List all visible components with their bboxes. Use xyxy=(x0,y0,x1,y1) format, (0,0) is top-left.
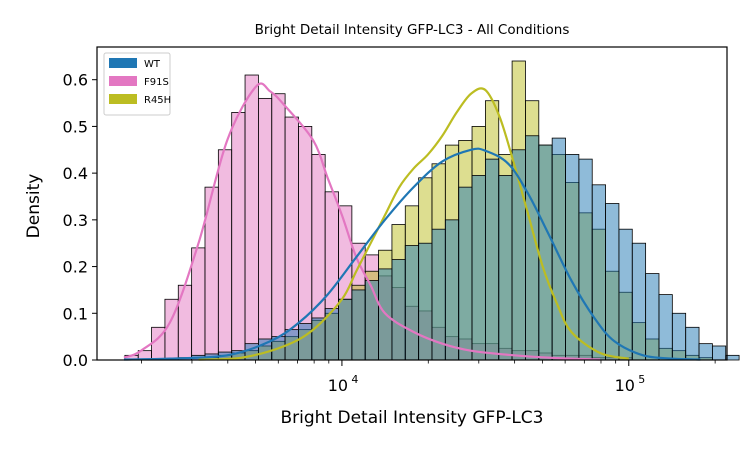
y-tick-label: 0.1 xyxy=(63,304,88,323)
y-tick-label: 0.2 xyxy=(63,258,88,277)
y-tick-label: 0.3 xyxy=(63,211,88,230)
kde-line-f91s xyxy=(123,82,601,361)
bar-wt-36 xyxy=(605,203,620,361)
bar-wt-33 xyxy=(565,154,580,361)
legend-label-f91s: F91S xyxy=(144,77,169,88)
legend-swatch-r45h xyxy=(109,94,137,104)
bar-wt-27 xyxy=(484,158,500,361)
bar-wt-45 xyxy=(725,354,740,361)
histogram-bars xyxy=(124,60,740,361)
bar-wt-18 xyxy=(364,280,379,361)
bar-wt-42 xyxy=(685,326,700,361)
bar-f91s-10 xyxy=(257,97,273,361)
kde-line-r45h xyxy=(198,87,629,361)
x-tick-label-exponent: 4 xyxy=(351,373,358,386)
bar-f91s-7 xyxy=(217,149,233,361)
legend-label-wt: WT xyxy=(144,59,161,70)
bar-wt-13 xyxy=(298,323,313,361)
bar-wt-32 xyxy=(551,137,566,361)
bar-f91s-11 xyxy=(271,93,286,361)
x-tick-label-exponent: 5 xyxy=(638,373,645,386)
bar-wt-38 xyxy=(631,242,647,361)
kde-line-wt xyxy=(123,147,701,361)
legend: WT F91S R45H xyxy=(103,52,171,116)
bar-wt-41 xyxy=(671,312,687,361)
bar-f91s-9 xyxy=(244,74,259,361)
bar-wt-43 xyxy=(698,343,713,361)
y-axis: 0.0 0.1 0.2 0.3 0.4 0.5 0.6 xyxy=(63,71,97,370)
bar-wt-39 xyxy=(645,273,660,361)
y-tick-label: 0.0 xyxy=(63,351,88,370)
bar-wt-44 xyxy=(711,345,727,361)
kde-curves xyxy=(123,82,701,361)
bar-wt-24 xyxy=(444,219,460,361)
bar-wt-22 xyxy=(418,242,433,361)
legend-swatch-wt xyxy=(109,58,137,68)
y-tick-label: 0.4 xyxy=(63,164,88,183)
bar-wt-28 xyxy=(498,175,513,361)
bar-wt-40 xyxy=(658,294,673,361)
bar-wt-16 xyxy=(338,298,353,361)
bar-wt-21 xyxy=(404,245,420,361)
bar-f91s-5 xyxy=(191,247,206,361)
x-axis: 10 4 10 5 xyxy=(141,360,716,395)
bar-wt-17 xyxy=(351,289,366,361)
y-tick-label: 0.6 xyxy=(63,71,88,90)
chart-title: Bright Detail Intensity GFP-LC3 - All Co… xyxy=(255,22,570,38)
x-axis-label: Bright Detail Intensity GFP-LC3 xyxy=(280,408,543,428)
plot-frame xyxy=(96,46,728,361)
y-tick-label: 0.5 xyxy=(63,117,88,136)
legend-label-r45h: R45H xyxy=(144,95,171,106)
bar-wt-34 xyxy=(578,158,593,361)
bar-wt-26 xyxy=(471,175,486,361)
bar-wt-31 xyxy=(538,144,553,361)
x-tick-label: 10 xyxy=(615,376,635,395)
x-tick-label: 10 xyxy=(328,376,348,395)
y-axis-label: Density xyxy=(24,174,44,239)
bar-wt-25 xyxy=(458,186,473,361)
bar-wt-20 xyxy=(391,259,406,361)
bar-wt-35 xyxy=(591,184,606,361)
bar-group-wt xyxy=(177,135,740,361)
bar-f91s-8 xyxy=(231,112,246,361)
legend-swatch-f91s xyxy=(109,76,137,86)
bar-wt-37 xyxy=(618,228,633,361)
